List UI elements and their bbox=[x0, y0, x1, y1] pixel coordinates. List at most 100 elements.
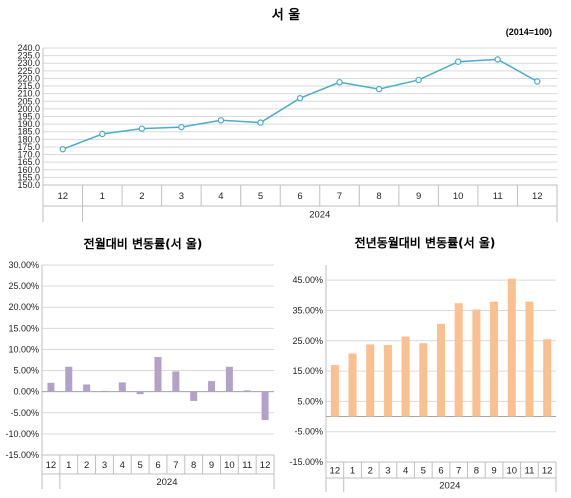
y-tick-label: -15.00% bbox=[289, 457, 323, 467]
y-tick-label: 215.0 bbox=[17, 81, 40, 91]
x-tick-label: 12 bbox=[532, 191, 543, 202]
x-tick-label: 1 bbox=[66, 460, 71, 471]
bar bbox=[437, 323, 445, 417]
y-tick-label: -15.00% bbox=[5, 450, 39, 460]
y-tick-label: 210.0 bbox=[17, 89, 40, 99]
y-tick-label: 30.00% bbox=[8, 260, 39, 270]
x-tick-label: 10 bbox=[506, 466, 517, 477]
y-tick-label: 45.00% bbox=[292, 275, 323, 285]
y-tick-label: 205.0 bbox=[17, 96, 40, 106]
bar bbox=[419, 343, 428, 417]
x-tick-label: 8 bbox=[474, 466, 479, 477]
data-point bbox=[257, 119, 264, 126]
chart3-bar-chart: -15.00% -5.00% 5.00% 15.00% 25.00% 35.00% 45.0… bbox=[289, 265, 557, 492]
x-group-label: 2024 bbox=[309, 210, 330, 221]
chart2-bar-chart: -15.00% -10.00% -5.00% 0.00% 5.00% 10.00% 15.0… bbox=[5, 260, 275, 489]
bar bbox=[225, 366, 233, 392]
x-tick-label: 2 bbox=[84, 460, 89, 471]
x-tick-label: 2 bbox=[368, 466, 373, 477]
x-tick-label: 1 bbox=[350, 466, 355, 477]
x-tick-label: 8 bbox=[376, 191, 381, 202]
bar bbox=[525, 301, 534, 417]
x-group-label: 2024 bbox=[439, 481, 460, 492]
bar bbox=[330, 365, 339, 417]
data-point bbox=[534, 78, 541, 85]
x-tick-label: 12 bbox=[542, 466, 553, 477]
x-tick-label: 7 bbox=[456, 466, 461, 477]
y-tick-label: -5.00% bbox=[10, 408, 39, 418]
bar bbox=[65, 366, 73, 392]
data-point bbox=[138, 125, 146, 132]
y-tick-label: 15.00% bbox=[8, 323, 39, 333]
y-tick-label: 155.0 bbox=[17, 172, 40, 182]
y-tick-label: 220.0 bbox=[17, 73, 40, 83]
bar bbox=[136, 391, 144, 395]
x-tick-label: 5 bbox=[138, 460, 143, 471]
x-tick-label: 8 bbox=[191, 460, 196, 471]
data-point bbox=[415, 76, 422, 84]
x-tick-label: 6 bbox=[297, 191, 302, 202]
x-tick-label: 3 bbox=[179, 191, 184, 202]
bar bbox=[261, 391, 269, 420]
y-tick-label: 180.0 bbox=[17, 134, 40, 144]
bar bbox=[348, 353, 357, 417]
y-tick-label: 5.00% bbox=[13, 366, 39, 376]
x-tick-label: 2 bbox=[139, 191, 144, 202]
x-tick-label: 12 bbox=[260, 460, 271, 471]
bar bbox=[507, 278, 516, 417]
y-tick-label: 195.0 bbox=[17, 112, 40, 122]
bar bbox=[366, 344, 375, 417]
bar bbox=[543, 339, 552, 417]
bar bbox=[190, 391, 198, 401]
bar bbox=[83, 384, 91, 392]
y-tick-label: 235.0 bbox=[17, 51, 40, 61]
x-tick-label: 10 bbox=[453, 191, 464, 202]
x-tick-label: 6 bbox=[438, 466, 443, 477]
x-tick-label: 12 bbox=[57, 191, 68, 202]
x-tick-label: 1 bbox=[100, 191, 105, 202]
y-tick-label: 25.00% bbox=[8, 281, 39, 291]
y-tick-label: 5.00% bbox=[297, 396, 323, 406]
y-tick-label: 25.00% bbox=[292, 336, 323, 346]
x-tick-label: 5 bbox=[421, 466, 426, 477]
bar bbox=[118, 382, 126, 392]
data-point bbox=[296, 95, 304, 102]
chart3-title: 전년동월대비 변동률(서 울) bbox=[355, 235, 496, 250]
y-tick-label: 225.0 bbox=[17, 66, 40, 76]
data-point bbox=[59, 146, 66, 153]
y-tick-label: 15.00% bbox=[292, 366, 323, 376]
x-tick-label: 11 bbox=[493, 191, 503, 202]
chart1-title: 서 울 bbox=[272, 7, 300, 23]
x-tick-label: 7 bbox=[173, 460, 178, 471]
y-tick-label: 165.0 bbox=[17, 157, 40, 167]
chart2-title: 전월대비 변동률(서 울) bbox=[84, 236, 203, 251]
y-tick-label: 0.00% bbox=[13, 387, 39, 397]
y-tick-label: 175.0 bbox=[17, 142, 40, 152]
bar bbox=[154, 357, 162, 392]
x-group-label: 2024 bbox=[156, 477, 177, 488]
chart1-line-chart: 150.0155.0160.0165.0170.0175.0180.0185.0… bbox=[17, 43, 558, 222]
bar bbox=[472, 309, 481, 417]
chart1-subtitle: (2014=100) bbox=[506, 27, 552, 37]
data-point bbox=[217, 117, 225, 124]
y-tick-label: 240.0 bbox=[17, 43, 40, 53]
y-tick-label: -5.00% bbox=[294, 427, 323, 437]
x-tick-label: 3 bbox=[385, 466, 390, 477]
x-tick-label: 12 bbox=[330, 466, 341, 477]
y-tick-label: 150.0 bbox=[17, 180, 40, 190]
data-point bbox=[375, 85, 383, 93]
x-tick-label: 4 bbox=[120, 460, 125, 471]
data-point bbox=[494, 56, 501, 63]
x-tick-label: 10 bbox=[224, 460, 235, 471]
y-tick-label: -10.00% bbox=[5, 429, 39, 439]
bar bbox=[172, 371, 180, 392]
bar bbox=[383, 345, 392, 417]
x-tick-label: 12 bbox=[46, 460, 57, 471]
y-tick-label: 230.0 bbox=[17, 58, 40, 68]
y-tick-label: 160.0 bbox=[17, 165, 40, 175]
series-line bbox=[62, 58, 538, 150]
bar bbox=[454, 303, 463, 417]
bar bbox=[47, 382, 55, 392]
x-tick-label: 4 bbox=[218, 191, 223, 202]
